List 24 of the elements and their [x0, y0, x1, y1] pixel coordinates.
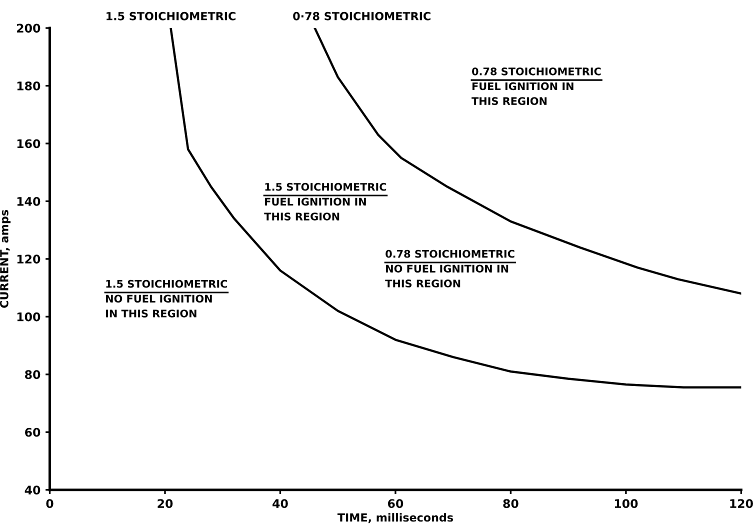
- y-tick-label: 120: [17, 254, 40, 264]
- annotation: 1.5 STOICHIOMETRIC NO FUEL IGNITION IN THIS REGION: [106, 280, 228, 318]
- x-tick-label: 0: [46, 499, 54, 508]
- y-tick-label: 80: [25, 370, 40, 380]
- y-tick-label: 40: [24, 486, 40, 495]
- x-tick-label: 40: [272, 499, 288, 508]
- y-tick-label: 60: [25, 428, 40, 437]
- x-axis-title: TIME, milliseconds: [337, 513, 453, 524]
- y-tick-label: 140: [17, 196, 40, 206]
- text: 0·78 STOICHIOMETRIC: [293, 12, 430, 20]
- y-tick-label: 160: [17, 139, 40, 148]
- y-tick-label: 100: [17, 312, 40, 322]
- x-tick-label: 60: [388, 499, 404, 508]
- annotation: 0.78 STOICHIOMETRIC NO FUEL IGNITION IN THIS REGION: [385, 250, 514, 288]
- series-label: 1.5 STOICHIOMETRIC: [106, 12, 236, 20]
- y-tick-label: 180: [17, 81, 40, 90]
- x-tick-label: 80: [503, 499, 518, 508]
- y-tick-label: 200: [17, 24, 40, 33]
- y-axis-title: CURRENT, amps: [0, 210, 11, 308]
- x-tick-label: 100: [614, 499, 638, 508]
- annotation: 0.78 STOICHIOMETRIC FUEL IGNITION IN THIS REGION: [472, 67, 601, 106]
- x-tick-label: 120: [730, 499, 753, 508]
- x-tick-label: 20: [158, 499, 173, 508]
- annotation: 1.5 STOICHIOMETRIC FUEL IGNITION IN THIS REGION: [264, 182, 386, 220]
